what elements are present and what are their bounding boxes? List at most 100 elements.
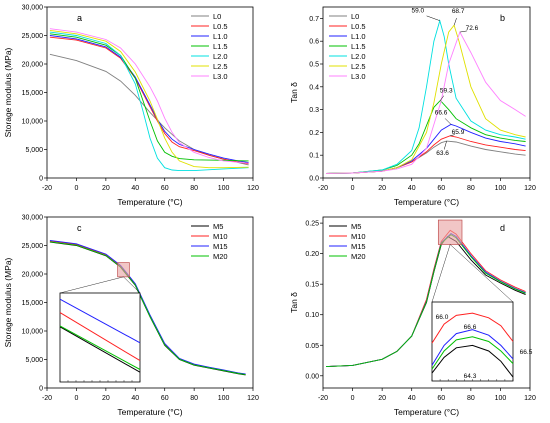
zoom-connector	[431, 244, 451, 303]
y-tick-label: 0.0	[309, 176, 319, 183]
legend-label: M10	[351, 232, 366, 241]
x-tick-label: 120	[247, 395, 259, 402]
x-tick-label: 120	[524, 395, 536, 402]
legend-label: L1.5	[213, 42, 228, 51]
x-tick-label: 120	[247, 185, 259, 192]
series-line-M15	[49, 239, 246, 375]
panel-c: -20 0 20 40 60 80 100 120 0 5,000 10,000 15,000 20,0…	[3, 215, 259, 418]
x-tick-label: -20	[42, 395, 52, 402]
zoom-connector	[123, 276, 141, 294]
x-tick-label: 40	[408, 395, 416, 402]
y-tick-label: 0.5	[309, 62, 319, 69]
series-line-L2.5	[49, 29, 249, 169]
y-tick-label: 0.1	[309, 153, 319, 160]
x-tick-label: -20	[318, 185, 328, 192]
series-line-L0.5	[49, 36, 249, 165]
y-tick-label: 5,000	[25, 357, 43, 364]
inset-line-M15	[431, 329, 514, 366]
inset-line-M15	[59, 298, 141, 344]
x-axis-label: Temperature (°C)	[394, 407, 459, 417]
legend-label: L1.0	[351, 32, 366, 41]
legend-label: L2.5	[351, 62, 366, 71]
y-tick-label: 0.2	[309, 130, 319, 137]
series-line-L2.0	[325, 19, 526, 174]
peak-label: 66.6	[435, 109, 448, 116]
y-tick-label: 0.25	[305, 221, 319, 228]
legend-label: M15	[351, 242, 366, 251]
x-tick-label: 0	[351, 185, 355, 192]
legend-label: L0.5	[351, 22, 366, 31]
legend-label: M5	[351, 222, 361, 231]
x-tick-label: 100	[218, 185, 230, 192]
series-line-L1.5	[325, 99, 526, 174]
zoom-connector	[59, 276, 124, 294]
peak-label: 63.6	[436, 150, 449, 157]
y-tick-label: 25,000	[22, 33, 44, 40]
y-tick-label: 20,000	[22, 62, 44, 69]
y-tick-label: 0.6	[309, 39, 319, 46]
annotation-arrow	[453, 17, 457, 26]
legend-label: L1.5	[351, 42, 366, 51]
y-axis-label: Storage modulus (MPa)	[3, 257, 13, 347]
y-axis-label: Tan δ	[289, 292, 299, 313]
legend-label: L2.0	[213, 52, 228, 61]
legend-label: L2.5	[213, 62, 228, 71]
peak-label: 68.7	[452, 8, 465, 15]
y-tick-label: 0	[39, 386, 43, 393]
x-tick-label: 80	[467, 185, 475, 192]
y-axis-label: Storage modulus (MPa)	[3, 47, 13, 137]
plot-frame	[322, 6, 531, 179]
x-tick-label: 40	[408, 185, 416, 192]
y-tick-label: 10,000	[22, 119, 44, 126]
x-tick-label: 0	[351, 395, 355, 402]
inset-frame	[431, 301, 514, 382]
annotation-arrow	[440, 95, 445, 101]
legend-label: L0	[351, 12, 359, 21]
panel-letter: c	[77, 223, 82, 233]
annotation-arrow	[459, 30, 468, 33]
inset-line-M10	[431, 312, 514, 344]
x-tick-label: 80	[190, 395, 198, 402]
legend-label: M20	[351, 252, 366, 261]
series-line-L2.0	[49, 31, 249, 172]
inset-peak-label: 66.0	[436, 314, 449, 321]
panel-letter: a	[77, 13, 82, 23]
annotation-arrow	[449, 134, 455, 137]
zoom-region	[437, 219, 463, 245]
zoom-region	[117, 262, 130, 278]
x-axis-label: Temperature (°C)	[117, 407, 182, 417]
inset-frame	[59, 292, 141, 383]
legend-label: M10	[213, 232, 228, 241]
inset-line-M5	[431, 344, 514, 378]
x-tick-label: 0	[74, 185, 78, 192]
x-tick-label: 20	[378, 185, 386, 192]
y-tick-label: 0	[39, 176, 43, 183]
legend-label: L1.0	[213, 32, 228, 41]
legend-label: M20	[213, 252, 228, 261]
y-tick-label: 30,000	[22, 215, 44, 222]
legend-label: M5	[213, 222, 223, 231]
annotation-arrow	[426, 15, 440, 21]
panel-letter: b	[500, 13, 505, 23]
y-tick-label: 0.00	[305, 373, 319, 380]
y-tick-label: 0.10	[305, 312, 319, 319]
y-tick-label: 30,000	[22, 5, 44, 12]
plot-frame	[322, 216, 531, 389]
y-axis-label: Tan δ	[289, 82, 299, 103]
peak-label: 59.3	[440, 87, 453, 94]
zoom-connector	[450, 244, 514, 303]
x-tick-label: -20	[42, 185, 52, 192]
x-tick-label: 20	[102, 395, 110, 402]
inset-line-M20	[431, 336, 514, 370]
series-line-L2.5	[325, 24, 526, 174]
x-tick-label: -20	[318, 395, 328, 402]
panel-letter: d	[500, 223, 505, 233]
legend-label: M15	[213, 242, 228, 251]
peak-label: 65.9	[452, 129, 465, 136]
series-line-L1.5	[49, 33, 249, 162]
legend-label: L3.0	[351, 72, 366, 81]
x-tick-label: 60	[161, 395, 169, 402]
x-tick-label: 60	[437, 185, 445, 192]
series-line-M20	[49, 241, 246, 376]
x-tick-label: 20	[102, 185, 110, 192]
